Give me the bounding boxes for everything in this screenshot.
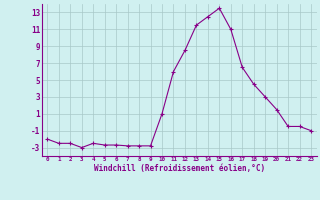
X-axis label: Windchill (Refroidissement éolien,°C): Windchill (Refroidissement éolien,°C) — [94, 164, 265, 173]
